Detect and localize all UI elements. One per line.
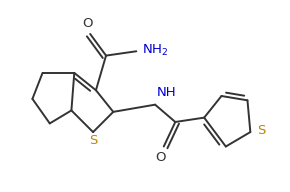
Text: S: S [89,134,97,147]
Text: O: O [155,151,166,164]
Text: O: O [82,17,93,30]
Text: NH$_2$: NH$_2$ [142,43,168,58]
Text: S: S [257,124,265,137]
Text: NH: NH [157,86,176,99]
